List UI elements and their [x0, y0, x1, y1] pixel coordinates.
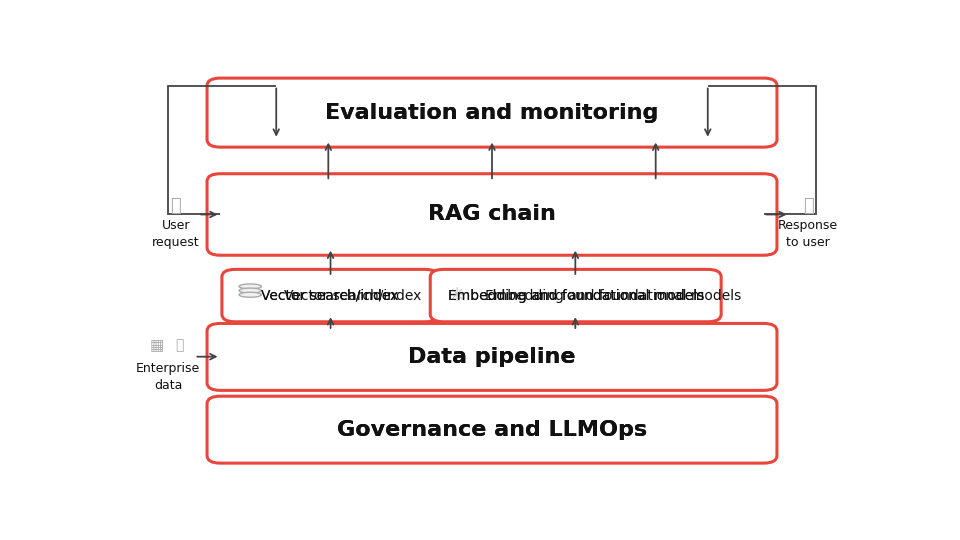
Ellipse shape: [239, 284, 261, 289]
Text: Evaluation and monitoring: Evaluation and monitoring: [325, 103, 659, 123]
FancyBboxPatch shape: [207, 396, 777, 463]
Text: Vector search/index: Vector search/index: [284, 288, 421, 302]
Text: RAG chain: RAG chain: [428, 205, 556, 225]
Text: Embedding and foundational models: Embedding and foundational models: [485, 288, 741, 302]
Ellipse shape: [239, 288, 261, 293]
Text: ✳: ✳: [449, 286, 466, 305]
Text: Data pipeline: Data pipeline: [408, 347, 576, 367]
Text: Governance and LLMOps: Governance and LLMOps: [337, 420, 647, 440]
Text: Vector search/index: Vector search/index: [261, 288, 398, 302]
Text: ▦: ▦: [150, 338, 164, 353]
Text: Data pipeline: Data pipeline: [408, 347, 576, 367]
Text: RAG chain: RAG chain: [428, 205, 556, 225]
Text: Enterprise
data: Enterprise data: [136, 362, 201, 392]
FancyBboxPatch shape: [207, 174, 777, 255]
FancyBboxPatch shape: [207, 78, 777, 147]
Text: User
request: User request: [152, 219, 200, 248]
Text: ⛊: ⛊: [171, 197, 181, 215]
FancyBboxPatch shape: [430, 269, 721, 322]
Text: ⛊: ⛊: [803, 197, 813, 215]
Text: Response
to user: Response to user: [779, 219, 838, 248]
FancyBboxPatch shape: [207, 323, 777, 390]
Text: 🗋: 🗋: [176, 339, 183, 353]
Text: Embedding and foundational models: Embedding and foundational models: [447, 288, 704, 302]
Ellipse shape: [239, 292, 261, 297]
Text: Evaluation and monitoring: Evaluation and monitoring: [325, 103, 659, 123]
Text: Governance and LLMOps: Governance and LLMOps: [337, 420, 647, 440]
FancyBboxPatch shape: [222, 269, 439, 322]
Text: Vector search/index: Vector search/index: [261, 288, 398, 302]
Text: Embedding and foundational models: Embedding and foundational models: [447, 288, 704, 302]
